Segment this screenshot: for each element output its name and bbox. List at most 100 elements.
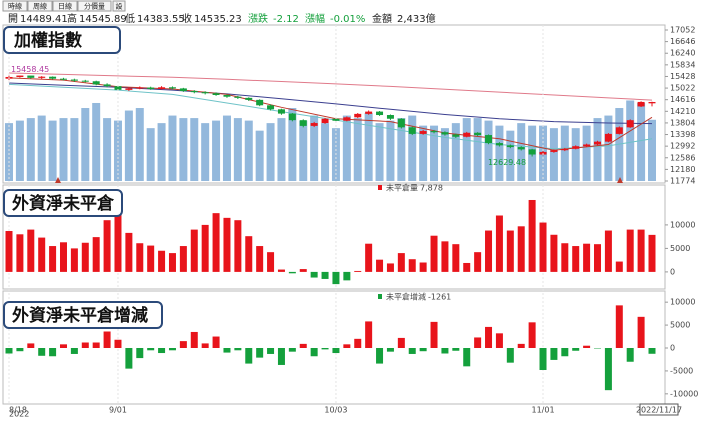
bar bbox=[376, 260, 383, 272]
volume-bar bbox=[212, 121, 220, 181]
volume-bar bbox=[452, 123, 460, 181]
y-tick-label: 5000 bbox=[670, 244, 690, 253]
bar bbox=[474, 252, 481, 272]
volume-bar bbox=[626, 100, 634, 181]
bar bbox=[398, 253, 405, 272]
bar bbox=[594, 244, 601, 272]
bar bbox=[6, 348, 13, 354]
volume-bar bbox=[92, 103, 100, 181]
bar bbox=[561, 348, 568, 356]
bar bbox=[234, 220, 241, 272]
bar bbox=[38, 238, 45, 272]
bar bbox=[311, 272, 318, 278]
candle-body bbox=[572, 146, 579, 149]
bar bbox=[191, 332, 198, 348]
volume-bar bbox=[179, 118, 187, 181]
y-tick-label: 0 bbox=[670, 344, 675, 353]
bar bbox=[213, 337, 220, 348]
bar bbox=[354, 339, 361, 348]
bar bbox=[540, 223, 547, 272]
bar bbox=[125, 348, 132, 369]
bar bbox=[496, 333, 503, 348]
bar bbox=[518, 344, 525, 348]
bar bbox=[583, 244, 590, 272]
legend-swatch bbox=[378, 294, 382, 299]
info-label: 漲幅 bbox=[305, 12, 325, 25]
bar bbox=[365, 321, 372, 348]
bar bbox=[16, 234, 23, 272]
y-tick-label: 12180 bbox=[670, 165, 695, 174]
bar bbox=[114, 340, 121, 348]
bar bbox=[267, 348, 274, 354]
volume-bar bbox=[463, 118, 471, 181]
bar bbox=[82, 243, 89, 272]
bar bbox=[104, 220, 111, 272]
candle-body bbox=[49, 77, 56, 79]
bar bbox=[343, 272, 350, 280]
candle-body bbox=[452, 134, 459, 136]
bar bbox=[38, 348, 45, 356]
y-tick-label: 5000 bbox=[670, 321, 690, 330]
bar bbox=[114, 212, 121, 272]
bar bbox=[245, 348, 252, 364]
volume-bar bbox=[376, 123, 384, 181]
volume-bar bbox=[648, 120, 656, 181]
candle-body bbox=[398, 119, 405, 128]
volume-bar bbox=[125, 111, 133, 181]
bar bbox=[104, 332, 111, 349]
bar bbox=[267, 252, 274, 272]
volume-bar bbox=[223, 116, 231, 181]
candle-body bbox=[125, 88, 132, 89]
candle-body bbox=[376, 112, 383, 115]
bar bbox=[213, 213, 220, 272]
candle-body bbox=[507, 145, 514, 147]
volume-bar bbox=[5, 123, 13, 181]
bar bbox=[540, 348, 547, 370]
bar bbox=[49, 246, 56, 272]
bar bbox=[441, 348, 448, 354]
legend-swatch bbox=[378, 185, 382, 190]
candle-body bbox=[496, 143, 503, 145]
y-tick-label: 12586 bbox=[670, 153, 695, 162]
volume-bar bbox=[594, 118, 602, 181]
candle-body bbox=[147, 88, 154, 89]
candle-body bbox=[300, 120, 307, 126]
candle-body bbox=[463, 133, 470, 137]
bar bbox=[550, 235, 557, 272]
bar bbox=[638, 317, 645, 348]
candle-body bbox=[485, 135, 492, 143]
volume-bar bbox=[147, 128, 155, 181]
bar bbox=[60, 242, 67, 272]
annotation: 12629.48 bbox=[488, 158, 526, 167]
bar bbox=[93, 343, 100, 349]
candle-body bbox=[38, 77, 45, 78]
bar bbox=[507, 231, 514, 272]
toolbar-tab-label: 日線 bbox=[58, 2, 72, 11]
bar bbox=[71, 248, 78, 272]
bar bbox=[605, 231, 612, 272]
candle-body bbox=[234, 97, 241, 98]
volume-bar bbox=[321, 123, 329, 181]
candle-body bbox=[278, 109, 285, 113]
bar bbox=[420, 263, 427, 272]
toolbar-tab-label: 時線 bbox=[8, 2, 22, 11]
volume-bar bbox=[256, 131, 264, 181]
bar bbox=[365, 244, 372, 272]
bar bbox=[463, 348, 470, 366]
bar bbox=[289, 348, 296, 352]
bar bbox=[278, 348, 285, 365]
legend-value: 7,878 bbox=[420, 184, 443, 193]
volume-bar bbox=[81, 108, 89, 181]
volume-bar bbox=[158, 123, 166, 181]
candle-body bbox=[71, 80, 78, 81]
info-label: 低 bbox=[125, 12, 135, 25]
legend-value: -1261 bbox=[428, 293, 451, 302]
x-tick-label: 2022/11/17 bbox=[636, 406, 682, 415]
candle-body bbox=[322, 119, 329, 123]
candle-body bbox=[180, 88, 187, 91]
volume-bar bbox=[474, 118, 482, 181]
bar bbox=[452, 348, 459, 351]
info-label: 高 bbox=[67, 12, 77, 25]
candle-body bbox=[518, 147, 525, 149]
candle-body bbox=[158, 87, 165, 89]
